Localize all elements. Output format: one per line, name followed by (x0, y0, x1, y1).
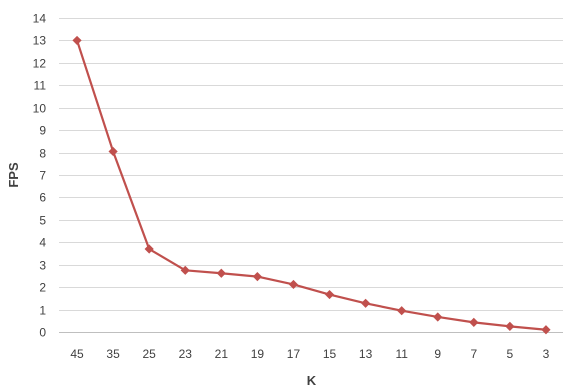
data-point-marker (144, 244, 154, 254)
data-point-marker (180, 265, 190, 275)
data-point-marker (252, 272, 262, 282)
data-point-marker (288, 279, 299, 290)
data-point-marker (397, 306, 407, 316)
series-layer (72, 35, 551, 335)
series-line (75, 39, 548, 331)
data-point-marker (216, 268, 226, 278)
y-tick-label: 13 (33, 34, 47, 48)
y-tick-label: 9 (39, 124, 46, 138)
data-point-marker (108, 146, 118, 157)
y-tick-label: 1 (39, 304, 46, 318)
y-tick-label: 6 (39, 191, 46, 205)
data-point-marker (469, 317, 479, 327)
x-tick-label: 9 (434, 347, 441, 361)
x-tick-label: 15 (323, 347, 337, 361)
x-tick-label: 5 (507, 347, 514, 361)
y-tick-label: 14 (33, 12, 47, 26)
y-tick-label: 5 (39, 214, 46, 228)
grid-layer (59, 18, 563, 311)
data-point-marker (541, 325, 551, 335)
y-tick-label: 10 (33, 102, 47, 116)
y-tick-label: 2 (39, 281, 46, 295)
data-point-marker (505, 321, 515, 331)
data-point-marker (72, 35, 82, 46)
x-tick-label: 17 (287, 347, 301, 361)
y-tick-label: 12 (33, 57, 47, 71)
y-tick-label: 11 (34, 79, 47, 93)
x-tick-label: 21 (215, 347, 229, 361)
x-tick-label: 45 (70, 347, 84, 361)
x-tick-label: 7 (470, 347, 477, 361)
x-tick-label: 23 (179, 347, 193, 361)
y-axis-title: FPS (6, 162, 21, 188)
y-tick-label: 8 (39, 147, 46, 161)
x-axis-title: K (307, 373, 317, 388)
y-tick-label: 7 (39, 169, 46, 183)
y-tick-label: 4 (39, 236, 46, 250)
x-tick-label: 19 (251, 347, 265, 361)
y-tick-label: 3 (39, 259, 46, 273)
data-point-marker (324, 289, 335, 300)
x-tick-label: 13 (359, 347, 373, 361)
y-tick-label: 0 (39, 326, 46, 340)
x-tick-label: 3 (543, 347, 550, 361)
data-point-marker (433, 312, 443, 322)
x-tick-label: 35 (106, 347, 120, 361)
data-point-marker (361, 298, 371, 308)
x-tick-label: 25 (142, 347, 156, 361)
x-tick-label: 11 (395, 347, 408, 361)
